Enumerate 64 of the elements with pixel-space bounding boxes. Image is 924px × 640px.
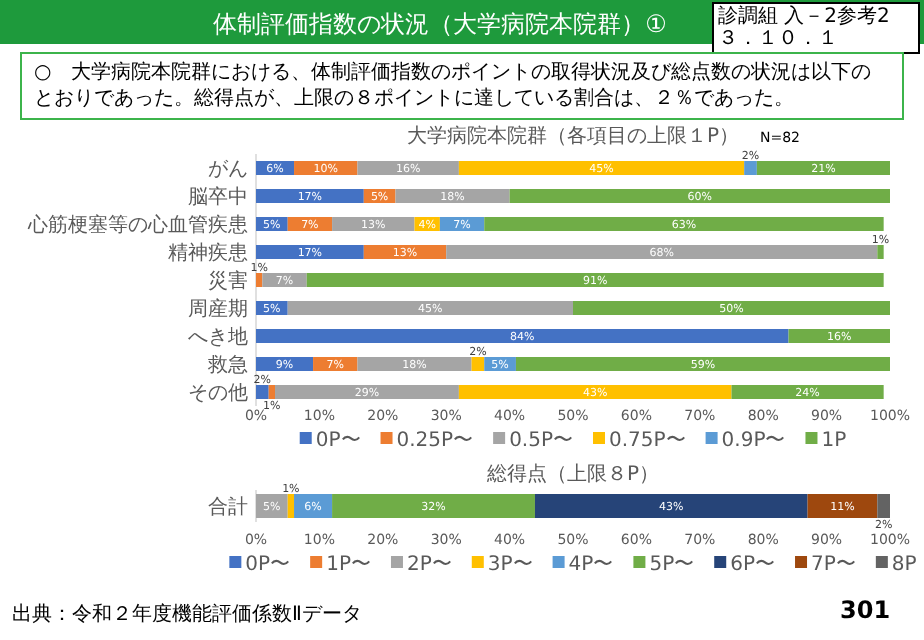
bar	[275, 385, 459, 399]
legend-label: 0P〜	[245, 554, 291, 576]
text: 総得点（上限８P）	[484, 462, 660, 486]
y-tick-label: がん	[208, 159, 248, 181]
legend-label: 4P〜	[568, 554, 614, 576]
text: 体制評価指数の状況（大学病院本院群）①	[211, 8, 669, 42]
y-tick-label: 救急	[206, 353, 248, 377]
legend-label: 0.5P〜	[509, 430, 573, 452]
text: ３．１０．１	[718, 28, 840, 50]
bar	[471, 357, 485, 371]
bar	[395, 189, 510, 203]
legend-label: 1P〜	[326, 554, 371, 576]
bar	[877, 494, 890, 518]
legend-label: 8P	[891, 554, 917, 576]
legend-label: 2P〜	[406, 554, 452, 576]
bar	[256, 385, 269, 399]
y-tick-label: 災害	[208, 269, 248, 293]
bar	[744, 161, 757, 175]
y-tick-label: その他	[188, 381, 248, 405]
text: 診調組 入－2参考2	[718, 6, 892, 28]
legend-label: 3P〜	[487, 554, 533, 576]
legend-label: 6P〜	[730, 554, 776, 576]
bar	[287, 301, 573, 315]
bar	[332, 217, 415, 231]
bar	[509, 189, 890, 203]
bar	[756, 161, 890, 175]
bar	[306, 273, 884, 287]
bar	[287, 494, 295, 518]
legend-label: 1P	[821, 430, 847, 452]
legend-label: 0.9P〜	[721, 430, 786, 452]
legend-label: 5P〜	[649, 554, 695, 576]
chart-title: 大学病院本院群（各項目の上限１P）	[406, 124, 740, 148]
y-tick-label: 合計	[208, 495, 248, 519]
bar	[515, 357, 890, 371]
bar	[788, 329, 890, 343]
y-tick-label: 脳卒中	[188, 185, 248, 209]
y-tick-label: 心筋梗塞等の心血管疾患	[26, 213, 248, 237]
bar	[357, 357, 472, 371]
bar	[458, 161, 745, 175]
source-note: 出典：令和２年度機能評価係数Ⅱデータ	[12, 601, 362, 628]
bar	[877, 245, 884, 259]
y-tick-label: へき地	[188, 325, 248, 349]
bar	[484, 217, 884, 231]
bar	[534, 494, 808, 518]
bar	[446, 245, 878, 259]
legend-label: 0.75P〜	[609, 430, 686, 452]
text: 301	[840, 596, 891, 624]
bar	[268, 385, 276, 399]
bar	[807, 494, 878, 518]
bar	[256, 189, 364, 203]
bar	[573, 301, 890, 315]
text: ○ 大学病院本院群における、体制評価指数のポイントの取得状況及び総点数の状況は以下のとおりであった。総得点が、上限の８ポイントに達している割合は、２％であった。	[20, 52, 904, 120]
y-tick-label: 周産期	[188, 297, 248, 321]
bar	[256, 329, 789, 343]
bar	[357, 161, 459, 175]
legend-label: 0.25P〜	[396, 430, 474, 452]
bar	[256, 273, 263, 287]
bar	[458, 385, 732, 399]
y-tick-label: 精神疾患	[168, 241, 248, 265]
bar	[332, 494, 535, 518]
bar	[731, 385, 884, 399]
bar	[256, 245, 364, 259]
legend-label: 0P〜	[315, 430, 361, 452]
legend-label: 7P〜	[811, 554, 856, 576]
